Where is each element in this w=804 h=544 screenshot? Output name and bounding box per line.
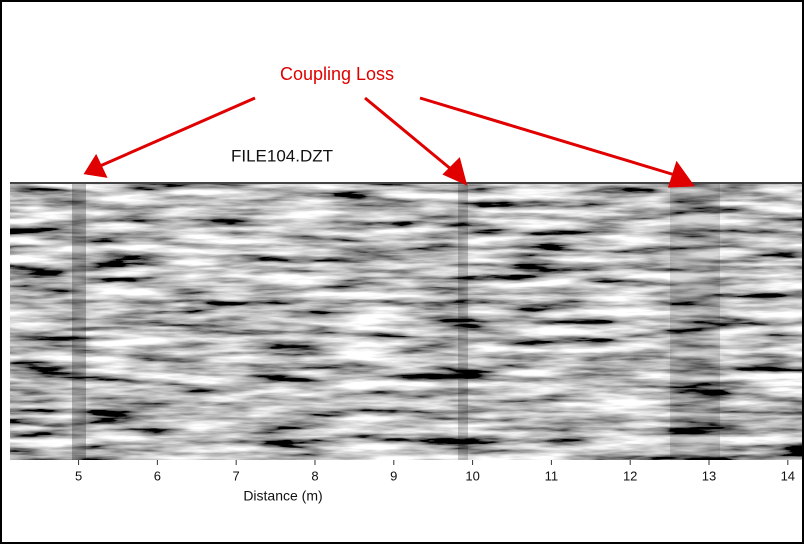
radargram-image	[10, 184, 802, 460]
x-tick-label: 7	[233, 468, 240, 483]
arrow	[364, 96, 453, 172]
arrow-head	[442, 157, 468, 186]
x-axis-label: Distance (m)	[243, 488, 322, 504]
x-tick-label: 14	[781, 468, 795, 483]
coupling-band	[458, 184, 468, 460]
x-tick-label: 11	[545, 468, 559, 483]
x-tick-label: 5	[75, 468, 82, 483]
x-tick-label: 10	[465, 468, 479, 483]
x-tick-label: 12	[623, 468, 637, 483]
chart-title: FILE104.DZT	[231, 146, 333, 165]
x-tick-label: 8	[311, 468, 318, 483]
arrow	[99, 96, 256, 168]
arrows	[83, 96, 695, 188]
coupling-band	[72, 184, 86, 460]
x-tick-label: 13	[702, 468, 716, 483]
x-tick-label: 9	[390, 468, 397, 483]
arrow	[419, 96, 676, 177]
x-tick-label: 6	[154, 468, 161, 483]
arrow-head	[667, 160, 695, 188]
annotation: Coupling Loss	[280, 64, 394, 84]
arrow-head	[83, 153, 108, 178]
radargram	[10, 184, 802, 460]
coupling-band	[670, 184, 720, 460]
